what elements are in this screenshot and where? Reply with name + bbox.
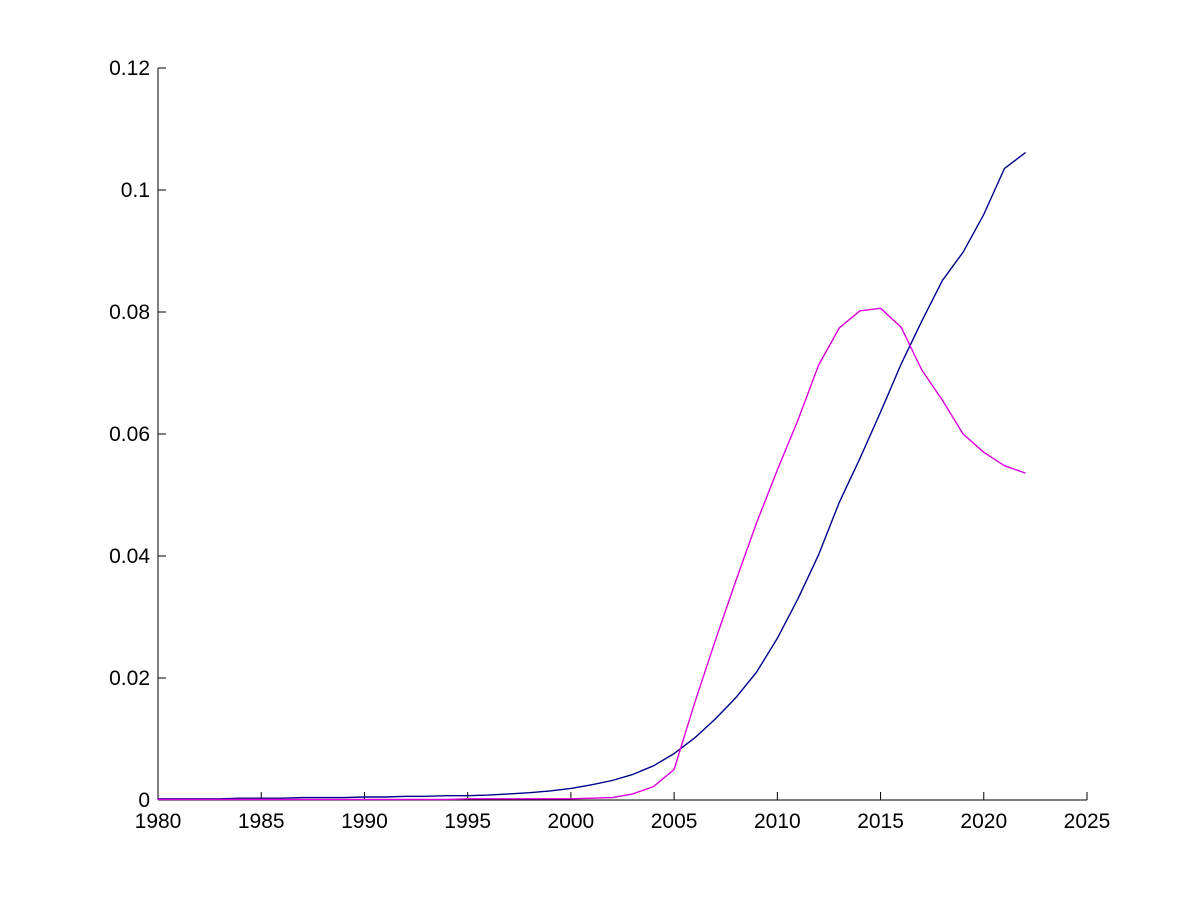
- x-tick-label: 2010: [754, 810, 801, 833]
- y-tick-label: 0: [138, 789, 150, 812]
- x-tick-label: 2020: [960, 810, 1007, 833]
- x-tick-label: 1980: [135, 810, 182, 833]
- x-tick-label: 2025: [1064, 810, 1111, 833]
- y-tick-label: 0.04: [109, 545, 150, 568]
- y-tick-label: 0.06: [109, 423, 150, 446]
- y-tick-label: 0.08: [109, 301, 150, 324]
- x-tick-label: 1995: [444, 810, 491, 833]
- x-tick-label: 2015: [857, 810, 904, 833]
- x-tick-label: 1990: [341, 810, 388, 833]
- x-tick-label: 1985: [238, 810, 285, 833]
- y-tick-label: 0.02: [109, 667, 150, 690]
- y-tick-label: 0.12: [109, 57, 150, 80]
- series-line-magenta-peak-curve: [157, 307, 1026, 801]
- x-tick-label: 2000: [548, 810, 595, 833]
- y-tick-label: 0.1: [121, 179, 150, 202]
- series-line-blue-s-curve: [157, 152, 1026, 800]
- x-tick-label: 2005: [651, 810, 698, 833]
